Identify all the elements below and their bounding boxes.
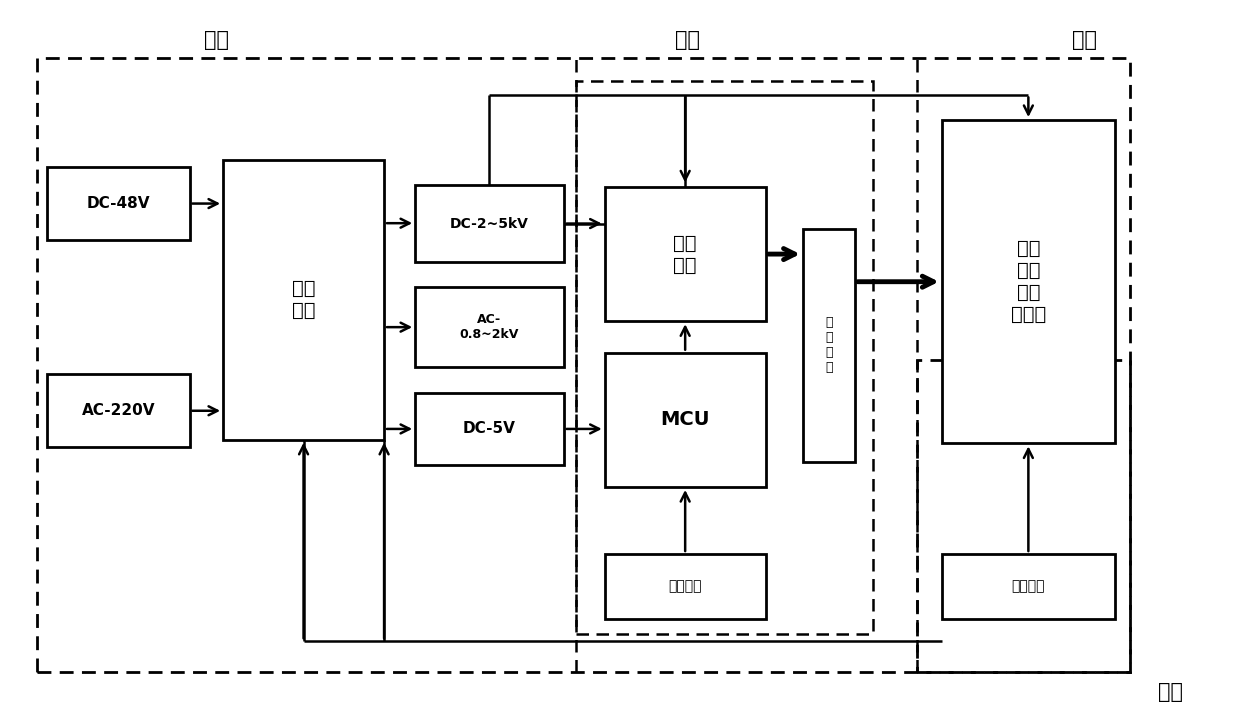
Bar [576,81,873,634]
Text: 锁存
模块: 锁存 模块 [674,233,696,275]
Bar [223,160,384,440]
Text: AC-
0.8~2kV: AC- 0.8~2kV [460,313,519,341]
Bar [942,554,1115,619]
Text: DC-5V: DC-5V [463,422,515,436]
Text: 供电: 供电 [204,30,229,50]
Text: 固电检测: 固电检测 [1011,579,1046,594]
Bar [605,353,766,487]
Bar [803,229,855,462]
Bar [942,120,1115,443]
Text: 盲文
显示
模块
液泡垫: 盲文 显示 模块 液泡垫 [1011,239,1046,324]
Text: 光
耦
隔
离: 光 耦 隔 离 [825,316,833,374]
Bar [415,393,564,465]
Text: DC-48V: DC-48V [87,196,150,211]
Bar [47,374,190,447]
Bar [917,360,1130,672]
Text: MCU: MCU [660,410,710,430]
Text: DC-2~5kV: DC-2~5kV [450,217,529,230]
Bar [605,554,766,619]
Text: 电源
模块: 电源 模块 [292,279,315,321]
Bar [415,287,564,367]
Bar [415,185,564,262]
Bar [605,187,766,321]
Bar [37,58,1130,672]
Text: 盲文输入: 盲文输入 [668,579,703,594]
Bar [47,167,190,240]
Text: 显示: 显示 [1072,30,1097,50]
Text: AC-220V: AC-220V [82,403,155,418]
Text: 保护: 保护 [1158,682,1183,702]
Text: 控制: 控制 [675,30,700,50]
